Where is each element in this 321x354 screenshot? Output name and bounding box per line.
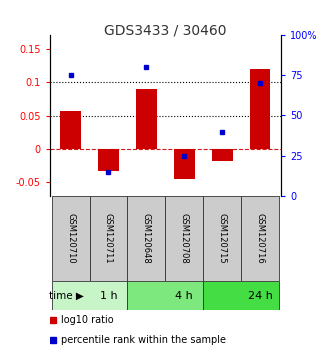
- Text: GSM120708: GSM120708: [180, 213, 189, 264]
- Bar: [127, 196, 165, 281]
- Text: GSM120715: GSM120715: [218, 213, 227, 264]
- Bar: [136, 89, 157, 149]
- Text: time ▶: time ▶: [48, 291, 83, 301]
- Bar: [174, 149, 195, 179]
- Bar: [127, 281, 203, 310]
- Text: GSM120716: GSM120716: [256, 213, 265, 264]
- Bar: [165, 196, 203, 281]
- Bar: [52, 196, 90, 281]
- Text: GSM120710: GSM120710: [66, 213, 75, 264]
- Bar: [90, 196, 127, 281]
- Bar: [203, 281, 279, 310]
- Bar: [241, 196, 279, 281]
- Text: 1 h: 1 h: [100, 291, 117, 301]
- Bar: [250, 69, 271, 149]
- Text: 24 h: 24 h: [247, 291, 273, 301]
- Text: log10 ratio: log10 ratio: [61, 315, 114, 325]
- Bar: [203, 196, 241, 281]
- Bar: [52, 281, 127, 310]
- Text: GDS3433 / 30460: GDS3433 / 30460: [104, 23, 227, 37]
- Text: 4 h: 4 h: [175, 291, 193, 301]
- Bar: [212, 149, 233, 161]
- Text: GSM120648: GSM120648: [142, 213, 151, 264]
- Text: GSM120711: GSM120711: [104, 213, 113, 264]
- Bar: [60, 111, 81, 149]
- Text: percentile rank within the sample: percentile rank within the sample: [61, 336, 226, 346]
- Bar: [98, 149, 119, 171]
